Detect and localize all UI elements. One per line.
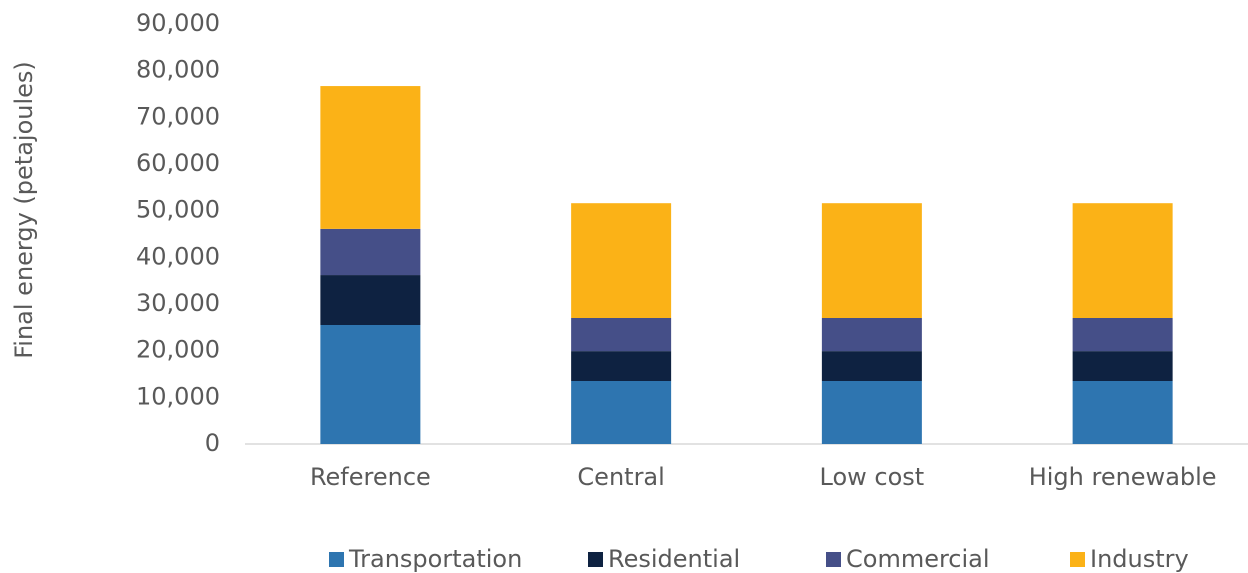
bar-segment: [1072, 318, 1173, 352]
bar-segment: [320, 325, 421, 444]
bar-segment: [571, 381, 672, 444]
x-tick-label: Low cost: [820, 463, 925, 491]
legend-swatch: [588, 552, 603, 567]
y-tick-label: 40,000: [136, 242, 220, 270]
y-tick-label: 90,000: [136, 9, 220, 37]
legend-swatch: [329, 552, 344, 567]
bar-segment: [1072, 381, 1173, 444]
y-tick-label: 50,000: [136, 196, 220, 224]
bar-segment: [821, 318, 922, 352]
y-tick-label: 80,000: [136, 56, 220, 84]
legend-label: Commercial: [846, 545, 990, 573]
legend-label: Residential: [608, 545, 740, 573]
bar-segment: [821, 203, 922, 318]
legend-swatch: [1070, 552, 1085, 567]
y-tick-label: 70,000: [136, 102, 220, 130]
y-tick-label: 30,000: [136, 289, 220, 317]
bar-segment: [571, 318, 672, 352]
y-tick-label: 60,000: [136, 149, 220, 177]
bar-segment: [821, 351, 922, 381]
y-tick-label: 10,000: [136, 382, 220, 410]
y-tick-label: 20,000: [136, 336, 220, 364]
bar-segment: [821, 381, 922, 444]
bar-segment: [1072, 351, 1173, 381]
legend-label: Industry: [1090, 545, 1189, 573]
bar-segment: [320, 86, 421, 229]
legend-label: Transportation: [348, 545, 522, 573]
y-tick-label: 0: [205, 429, 220, 457]
bar-segment: [320, 275, 421, 325]
x-tick-label: Central: [577, 463, 664, 491]
bar-segment: [571, 203, 672, 318]
y-axis-title: Final energy (petajoules): [10, 61, 38, 359]
bar-segment: [320, 228, 421, 276]
bar-segment: [1072, 203, 1173, 318]
x-tick-label: Reference: [310, 463, 431, 491]
legend-swatch: [826, 552, 841, 567]
bar-segment: [571, 351, 672, 381]
x-tick-label: High renewable: [1029, 463, 1217, 491]
